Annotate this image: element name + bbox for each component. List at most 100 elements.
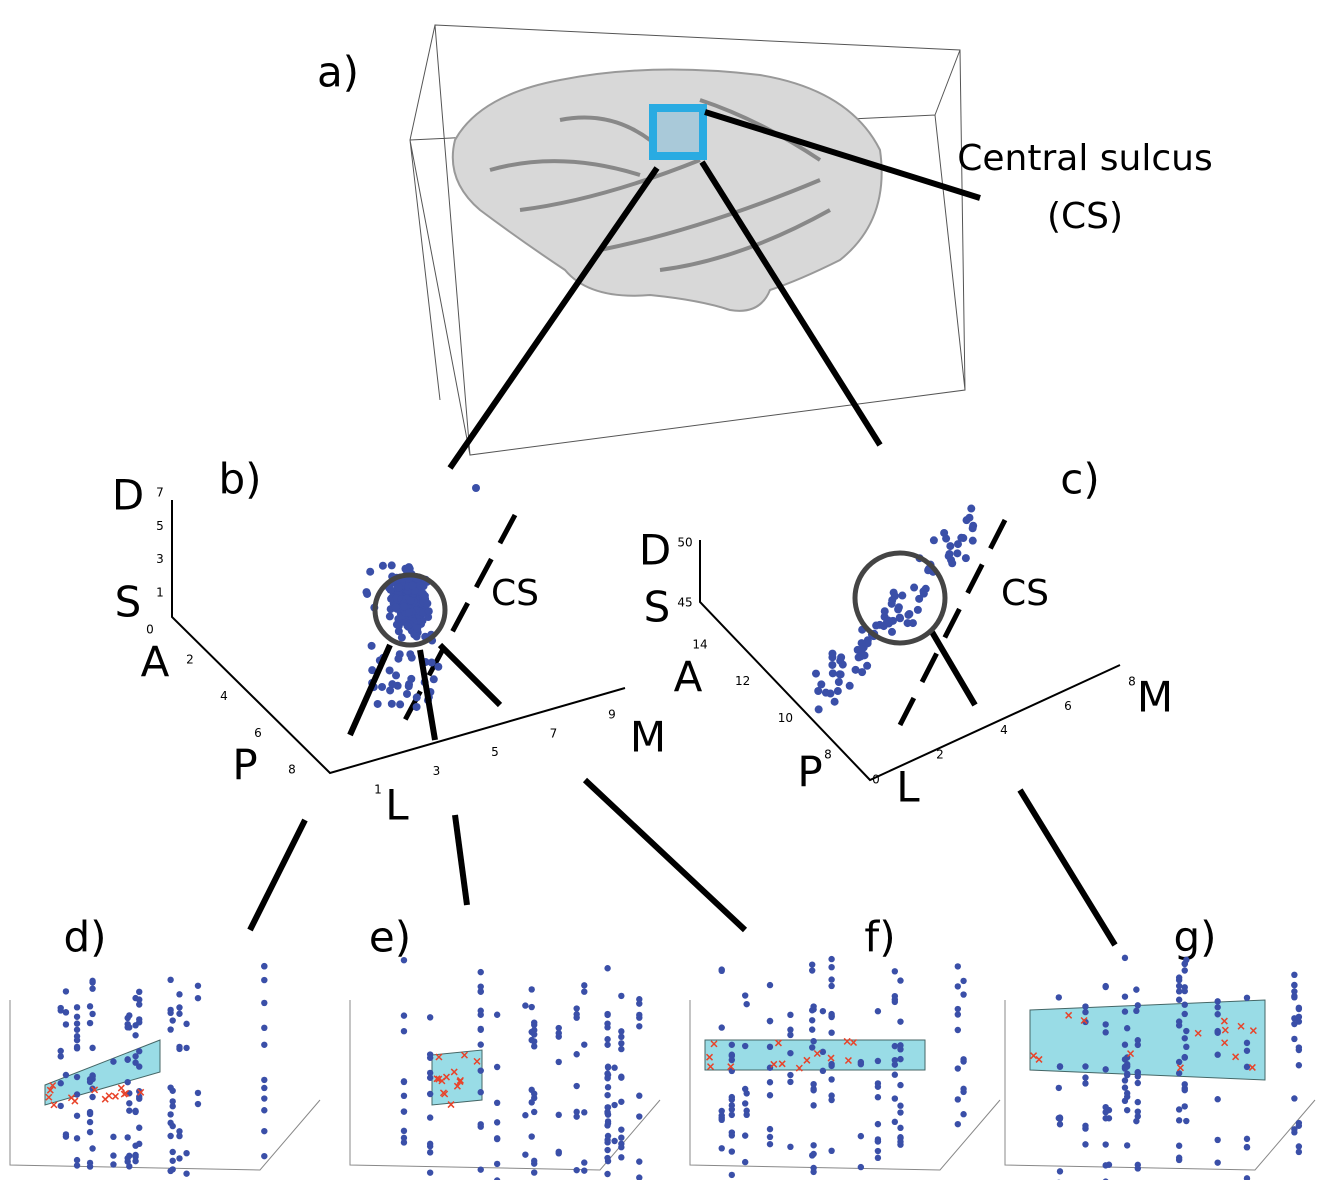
tick-label: 2 <box>936 748 944 762</box>
point <box>787 1144 793 1150</box>
point <box>413 632 421 640</box>
point <box>87 1111 93 1117</box>
point <box>1057 1116 1063 1122</box>
point <box>413 703 421 711</box>
point <box>875 1148 881 1154</box>
point <box>729 1052 735 1058</box>
point <box>965 514 973 522</box>
point <box>742 1159 748 1165</box>
point <box>1182 1035 1188 1041</box>
point <box>875 1094 881 1100</box>
point <box>858 1133 864 1139</box>
point <box>828 956 834 962</box>
point <box>967 505 975 513</box>
point <box>897 1142 903 1148</box>
point <box>719 1117 725 1123</box>
point <box>1102 1066 1108 1072</box>
point <box>494 1064 500 1070</box>
connector <box>455 815 467 905</box>
point <box>618 1144 624 1150</box>
point <box>529 1087 535 1093</box>
point <box>828 1029 834 1035</box>
point <box>556 1059 562 1065</box>
point <box>394 655 402 663</box>
point <box>618 1074 624 1080</box>
point <box>126 1107 132 1113</box>
point <box>261 1095 267 1101</box>
point <box>831 698 839 706</box>
point <box>892 1072 898 1078</box>
point <box>374 700 382 708</box>
point <box>419 590 427 598</box>
point <box>87 1129 93 1135</box>
axis-name: P <box>232 741 257 790</box>
point <box>743 1090 749 1096</box>
point <box>1082 1141 1088 1147</box>
point <box>719 1145 725 1151</box>
axis-name: A <box>674 653 703 702</box>
point <box>1133 1008 1139 1014</box>
point <box>386 686 394 694</box>
point <box>400 603 408 611</box>
point <box>810 1151 816 1157</box>
point <box>881 607 889 615</box>
point <box>531 1043 537 1049</box>
point <box>427 1075 433 1081</box>
point <box>828 1148 834 1154</box>
point <box>605 1064 611 1070</box>
point <box>829 669 837 677</box>
point <box>1124 1142 1130 1148</box>
tick-label: 5 <box>491 745 499 759</box>
point <box>386 666 394 674</box>
point <box>1183 1028 1189 1034</box>
point <box>729 1172 735 1178</box>
point <box>618 1126 624 1132</box>
point <box>427 1055 433 1061</box>
point <box>167 1084 173 1090</box>
point <box>767 1141 773 1147</box>
point <box>1135 1080 1141 1086</box>
point <box>89 1094 95 1100</box>
point <box>767 1044 773 1050</box>
point <box>810 1038 816 1044</box>
point <box>836 670 844 678</box>
point <box>167 1168 173 1174</box>
point <box>898 592 906 600</box>
point <box>969 537 977 545</box>
point <box>1244 1040 1250 1046</box>
point <box>1135 1099 1141 1105</box>
point <box>423 599 431 607</box>
point <box>401 1028 407 1034</box>
point <box>767 1126 773 1132</box>
point <box>394 682 402 690</box>
point <box>494 1100 500 1106</box>
point <box>529 986 535 992</box>
point <box>955 1121 961 1127</box>
point <box>1214 1096 1220 1102</box>
point <box>581 982 587 988</box>
sulcus-label: CS <box>1001 573 1049 614</box>
point <box>581 988 587 994</box>
point <box>494 1161 500 1167</box>
point <box>167 1120 173 1126</box>
point <box>1102 1104 1108 1110</box>
point <box>261 1042 267 1048</box>
point <box>167 1133 173 1139</box>
point <box>136 1016 142 1022</box>
point <box>522 1002 528 1008</box>
point <box>261 1128 267 1134</box>
point <box>953 549 961 557</box>
point <box>810 1102 816 1108</box>
point <box>176 991 182 997</box>
axis-name: A <box>141 638 170 687</box>
panel-label: e) <box>369 913 411 962</box>
sulcus-label: CS <box>491 573 539 614</box>
point <box>787 1050 793 1056</box>
point <box>897 977 903 983</box>
point <box>176 1044 182 1050</box>
point <box>124 1015 130 1021</box>
point <box>955 1006 961 1012</box>
point <box>405 682 413 690</box>
panel-label: c) <box>1060 455 1099 504</box>
point <box>863 662 871 670</box>
